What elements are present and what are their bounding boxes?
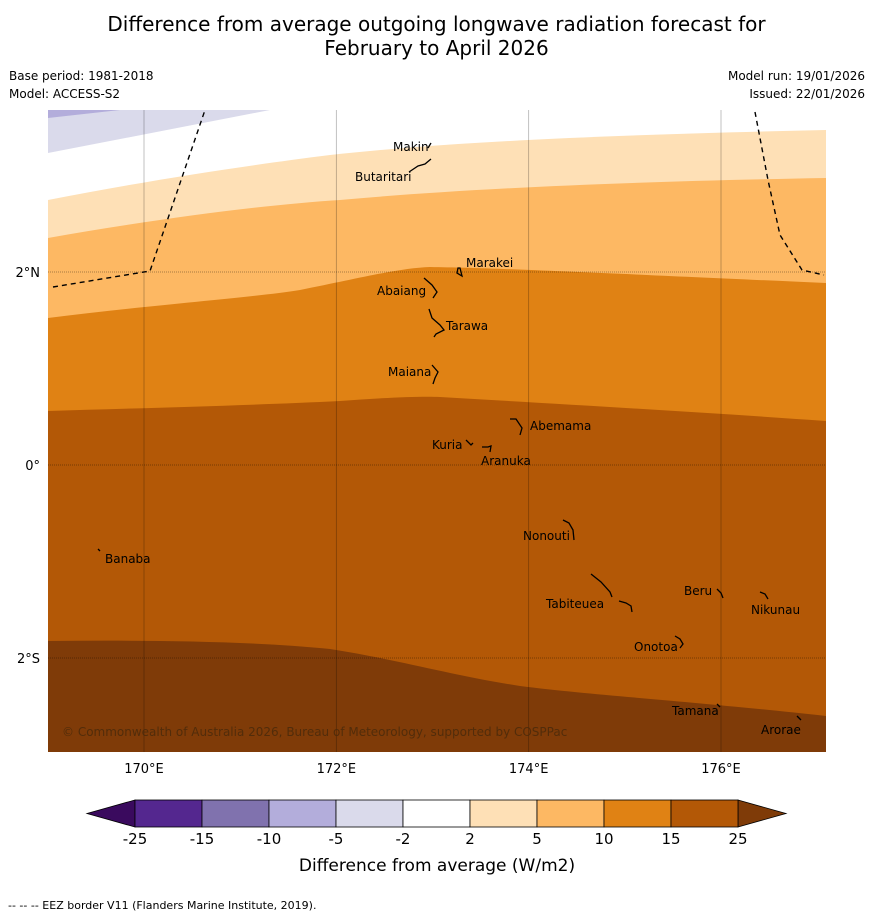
colorbar-tick-label-9: 25	[728, 830, 747, 848]
colorbar-tick-label-8: 15	[661, 830, 680, 848]
label-nikunau: Nikunau	[751, 603, 800, 617]
eez-footnote: -- -- -- EEZ border V11 (Flanders Marine…	[8, 899, 317, 912]
lon-tick-label-2: 174°E	[509, 762, 549, 777]
label-butaritari: Butaritari	[355, 170, 412, 184]
colorbar-tick-label-7: 10	[594, 830, 613, 848]
label-marakei: Marakei	[466, 256, 513, 270]
label-nonouti: Nonouti	[523, 529, 570, 543]
band-medium-purple	[48, 110, 120, 118]
meta-left: Base period: 1981-2018 Model: ACCESS-S2	[9, 67, 154, 103]
axis-labels: 170°E 172°E 174°E 176°E 2°N 0° 2°S	[16, 266, 741, 777]
colorbar-tick-label-0: -25	[123, 830, 148, 848]
label-banaba: Banaba	[105, 552, 151, 566]
label-tabiteuea: Tabiteuea	[545, 597, 604, 611]
label-abemama: Abemama	[530, 419, 591, 433]
island-tarawa	[428, 308, 446, 338]
title-line-2: February to April 2026	[324, 36, 549, 60]
band-light-purple	[48, 110, 270, 153]
colorbar-tick-label-3: -5	[329, 830, 344, 848]
colorbar-tick-label-5: 2	[465, 830, 475, 848]
colorbar-bin-1	[201, 799, 270, 828]
meta-right: Model run: 19/01/2026 Issued: 22/01/2026	[728, 67, 865, 103]
colorbar-tick-label-4: -2	[396, 830, 411, 848]
eez-border-west	[52, 110, 206, 288]
colorbar-bin-5	[469, 799, 538, 828]
colorbar: -25 -15 -10 -5 -2 2 5 10 15 25	[85, 799, 788, 848]
colorbar-tick-label-1: -15	[190, 830, 215, 848]
plot-area: Makin Butaritari Marakei Abaiang Tarawa …	[48, 110, 826, 752]
island-banaba	[97, 548, 101, 552]
island-makin	[427, 142, 432, 149]
lat-tick-label-0: 2°N	[16, 266, 41, 281]
gridlines	[48, 110, 826, 752]
island-tabiteuea	[590, 573, 633, 613]
island-tamana	[716, 703, 721, 708]
band-above-25	[48, 640, 826, 752]
island-aranuka	[482, 445, 492, 453]
label-kuria: Kuria	[432, 438, 463, 452]
island-kuria	[465, 439, 474, 446]
label-tarawa: Tarawa	[445, 319, 488, 333]
island-abaiang	[423, 277, 438, 299]
colorbar-bin-6	[536, 799, 605, 828]
issued-date: Issued: 22/01/2026	[749, 87, 865, 101]
island-maiana	[431, 364, 439, 385]
place-labels: Makin Butaritari Marakei Abaiang Tarawa …	[105, 140, 801, 737]
colorbar-bin-3	[335, 799, 404, 828]
label-makin: Makin	[393, 140, 429, 154]
label-arorae: Arorae	[761, 723, 801, 737]
island-marakei	[456, 267, 464, 278]
island-abemama	[510, 418, 523, 436]
lon-tick-label-0: 170°E	[124, 762, 164, 777]
lat-tick-label-2: 2°S	[17, 652, 40, 667]
colorbar-under-arrow	[85, 799, 136, 828]
eez-border-east	[754, 111, 825, 276]
colorbar-title: Difference from average (W/m2)	[299, 856, 575, 876]
lat-tick-label-1: 0°	[25, 459, 40, 474]
island-arorae	[796, 715, 802, 721]
chart-title: Difference from average outgoing longwav…	[0, 12, 873, 60]
model-run: Model run: 19/01/2026	[727, 69, 865, 83]
island-onotoa	[674, 635, 684, 649]
colorbar-bin-4	[402, 799, 471, 828]
model-name: Model: ACCESS-S2	[9, 87, 121, 101]
colorbar-bin-7	[603, 799, 672, 828]
island-outlines	[97, 142, 802, 721]
label-onotoa: Onotoa	[634, 640, 678, 654]
base-period: Base period: 1981-2018	[9, 69, 154, 83]
label-abaiang: Abaiang	[377, 284, 426, 298]
label-tamana: Tamana	[671, 704, 719, 718]
label-aranuka: Aranuka	[481, 454, 531, 468]
title-line-1: Difference from average outgoing longwav…	[107, 12, 766, 36]
colorbar-tick-label-6: 5	[532, 830, 542, 848]
island-nonouti	[562, 519, 575, 541]
colorbar-tick-label-2: -10	[257, 830, 282, 848]
label-beru: Beru	[684, 584, 712, 598]
island-butaritari	[408, 158, 432, 173]
island-nikunau	[759, 591, 769, 600]
colorbar-bin-2	[268, 799, 337, 828]
colorbar-over-arrow	[737, 799, 788, 828]
label-maiana: Maiana	[388, 365, 431, 379]
island-beru	[716, 588, 724, 599]
colorbar-bin-0	[134, 799, 203, 828]
colorbar-bin-8	[670, 799, 739, 828]
lon-tick-label-3: 176°E	[701, 762, 741, 777]
lon-tick-label-1: 172°E	[317, 762, 357, 777]
copyright-text: © Commonwealth of Australia 2026, Bureau…	[62, 725, 567, 739]
